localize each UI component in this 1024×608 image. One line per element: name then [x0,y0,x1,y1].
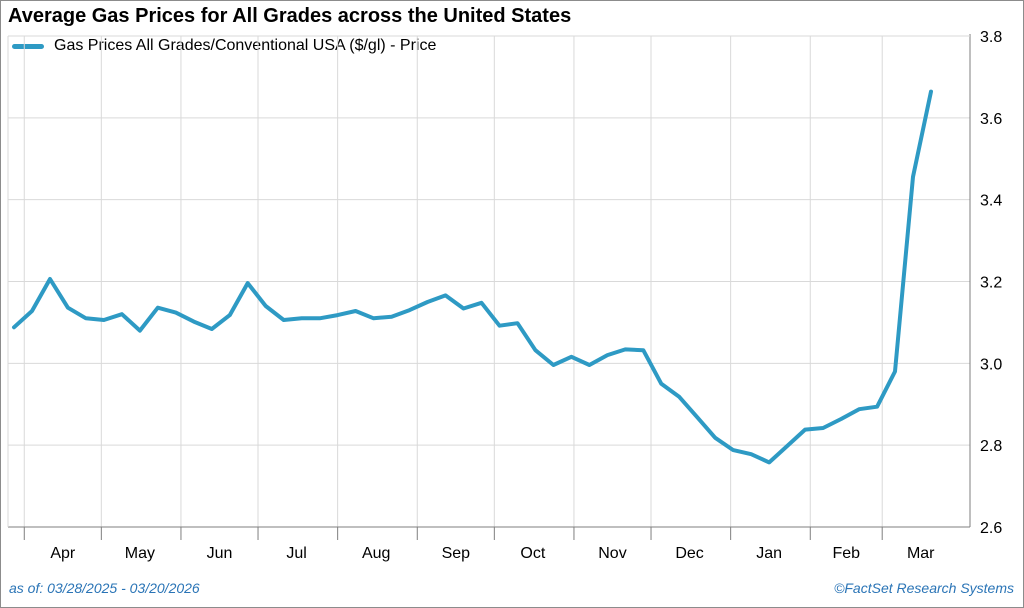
data-point [48,277,52,281]
data-point [12,325,16,329]
data-point [318,316,322,320]
data-point [857,407,861,411]
data-point [479,301,483,305]
series-line [12,89,933,465]
data-point [408,308,412,312]
x-tick-label: Feb [832,545,860,562]
axes [7,34,971,540]
data-point [641,348,645,352]
y-tick-label: 3.4 [980,193,1002,210]
data-point [785,444,789,448]
data-point [911,175,915,179]
x-tick-label: Nov [598,545,626,562]
data-point [569,355,573,359]
data-point [551,363,555,367]
data-point [803,428,807,432]
data-point [893,370,897,374]
data-point [300,316,304,320]
chart-title: Average Gas Prices for All Grades across… [8,5,572,27]
data-point [84,316,88,320]
x-tick-label: Aug [362,545,390,562]
data-point [120,312,124,316]
legend-swatch [12,43,44,49]
gridlines [8,35,970,527]
x-tick-label: Sep [442,545,471,562]
data-point [462,307,466,311]
data-point [426,300,430,304]
data-point [156,306,160,310]
data-point [264,304,268,308]
data-point [390,315,394,319]
data-point [444,293,448,297]
y-tick-label: 3.6 [980,111,1002,128]
x-tick-label: Jan [756,545,782,562]
data-point [497,324,501,328]
data-point [515,321,519,325]
data-point [66,306,70,310]
y-tick-label: 2.8 [980,438,1002,455]
data-point [677,395,681,399]
data-point [695,415,699,419]
data-point [210,327,214,331]
data-point [138,329,142,333]
date-range-note: as of: 03/28/2025 - 03/20/2026 [9,580,200,596]
y-tick-label: 2.6 [980,520,1002,537]
data-point [605,353,609,357]
data-point [713,436,717,440]
data-point [372,316,376,320]
data-point [659,382,663,386]
data-point [623,347,627,351]
data-point [839,417,843,421]
data-point [731,448,735,452]
x-tick-label: Jun [207,545,233,562]
data-point [246,281,250,285]
data-point [228,313,232,317]
data-point [767,460,771,464]
data-point [821,426,825,430]
data-point [174,311,178,315]
x-tick-label: Jul [286,545,306,562]
x-tick-label: Oct [520,545,545,562]
data-point [929,90,933,94]
y-tick-label: 3.0 [980,356,1002,373]
y-tick-label: 3.2 [980,275,1002,292]
x-tick-label: Dec [675,545,703,562]
x-tick-label: Apr [50,545,76,562]
data-point [875,405,879,409]
x-tick-label: May [125,545,155,562]
data-point [282,318,286,322]
data-point [587,363,591,367]
data-point [533,348,537,352]
y-tick-label: 3.8 [980,29,1002,46]
legend-label: Gas Prices All Grades/Conventional USA (… [54,37,437,54]
data-point [336,313,340,317]
tick-labels: 2.6 2.8 3.0 3.2 3.4 3.6 3.8 Apr May Jun Jul Aug Sep O… [50,29,1002,562]
legend: Gas Prices All Grades/Conventional USA (… [12,37,436,55]
x-tick-label: Mar [907,545,935,562]
data-point [749,452,753,456]
series-layer [12,89,933,465]
data-point [354,309,358,313]
source-credit: ©FactSet Research Systems [834,580,1014,596]
data-point [102,318,106,322]
data-point [192,320,196,324]
data-point [30,309,34,313]
